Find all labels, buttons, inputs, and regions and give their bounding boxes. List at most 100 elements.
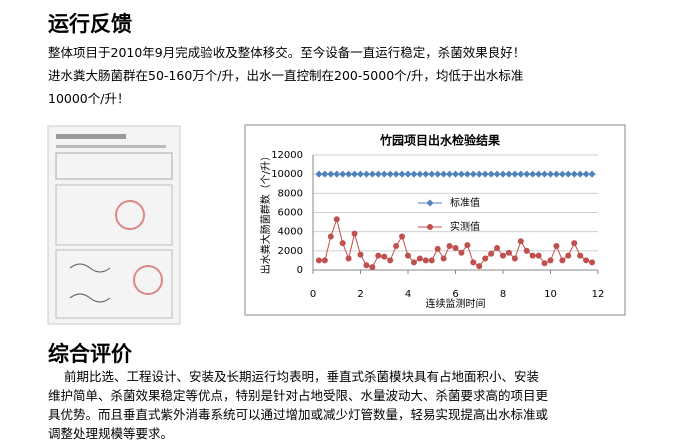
marker (500, 252, 506, 259)
marker (363, 262, 370, 269)
marker (464, 242, 471, 249)
legend-marker (426, 199, 434, 207)
marker (552, 170, 560, 178)
marker (493, 170, 501, 178)
marker (422, 170, 430, 178)
marker (576, 170, 584, 178)
marker (487, 170, 495, 178)
marker (410, 170, 418, 178)
chart-title: 竹园项目出水检验结果 (379, 133, 500, 148)
chart: 竹园项目出水检验结果 0 2000 4000 6000 8000 10000 12000 0 2 4… (259, 133, 604, 311)
marker (505, 249, 512, 256)
y-tick-label: 0 (297, 265, 303, 276)
marker (469, 170, 477, 178)
marker (369, 264, 376, 271)
marker (535, 252, 542, 259)
y-tick-label: 6000 (278, 208, 303, 219)
y-axis-label: 出水粪大肠菌群数（个/升） (259, 151, 272, 274)
marker (457, 170, 465, 178)
marker (315, 257, 322, 264)
marker (333, 216, 340, 223)
marker (553, 243, 560, 250)
marker (559, 257, 566, 264)
marker (428, 257, 435, 264)
marker (434, 245, 441, 252)
marker (523, 247, 530, 254)
marker (517, 170, 525, 178)
marker (458, 249, 465, 256)
y-tick-label: 8000 (278, 188, 303, 199)
marker (374, 170, 382, 178)
marker (565, 252, 572, 259)
feedback-line: 进水粪大肠菌群在50-160万个/升，出水一直控制在200-5000个/升，均低… (48, 68, 524, 83)
marker (351, 170, 359, 178)
x-tick-label: 2 (357, 289, 363, 300)
y-tick-label: 10000 (271, 169, 303, 180)
marker (434, 170, 442, 178)
marker (494, 244, 501, 251)
legend-marker (427, 224, 433, 230)
x-axis-label: 连续监测时间 (426, 297, 486, 310)
y-tick-label: 4000 (278, 227, 303, 238)
marker (511, 170, 519, 178)
marker (380, 170, 388, 178)
marker (393, 243, 400, 250)
marker (488, 250, 495, 257)
feedback-title: 运行反馈 (48, 12, 132, 36)
marker (499, 170, 507, 178)
y-tick-label: 12000 (271, 150, 303, 161)
marker (583, 257, 590, 264)
marker (387, 257, 394, 264)
marker (357, 170, 364, 178)
x-tick-label: 10 (544, 289, 557, 300)
evaluation-title: 综合评价 (48, 342, 132, 366)
marker (523, 170, 531, 178)
marker (422, 257, 429, 264)
marker (428, 170, 436, 178)
chart-frame (244, 124, 626, 316)
marker (535, 170, 543, 178)
marker (416, 255, 423, 262)
evaluation-line: 具优势。而且垂直式紫外消毒系统可以通过增加或减少灯管数量，轻易实现提高出水标准或 (48, 407, 549, 422)
marker (368, 170, 376, 178)
marker (481, 170, 489, 178)
marker (529, 252, 536, 259)
marker (463, 170, 471, 178)
marker (345, 170, 353, 178)
marker (470, 259, 477, 266)
marker (517, 238, 524, 245)
marker (362, 170, 370, 178)
marker (452, 170, 459, 178)
marker (440, 255, 447, 262)
marker (315, 170, 323, 178)
legend-label: 标准值 (450, 196, 480, 209)
marker (570, 170, 578, 178)
marker (440, 170, 448, 178)
x-tick-label: 8 (500, 289, 506, 300)
marker (577, 252, 584, 259)
marker (446, 170, 454, 178)
marker (339, 170, 347, 178)
marker (351, 230, 358, 237)
marker (345, 255, 352, 262)
marker (482, 255, 489, 262)
marker (321, 257, 328, 264)
marker (475, 170, 483, 178)
marker (571, 240, 578, 247)
marker (588, 170, 596, 178)
marker (327, 233, 334, 240)
marker (541, 170, 549, 178)
marker (476, 263, 483, 270)
marker (511, 255, 518, 262)
feedback-line: 整体项目于2010年9月完成验收及整体移交。至今设备一直运行稳定，杀菌效果良好！ (48, 45, 526, 60)
marker (529, 170, 537, 178)
marker (321, 170, 329, 178)
marker (339, 240, 346, 247)
x-tick-label: 4 (405, 289, 411, 300)
marker (375, 252, 382, 259)
y-tick-label: 2000 (278, 246, 303, 257)
marker (564, 170, 572, 178)
marker (505, 170, 513, 178)
